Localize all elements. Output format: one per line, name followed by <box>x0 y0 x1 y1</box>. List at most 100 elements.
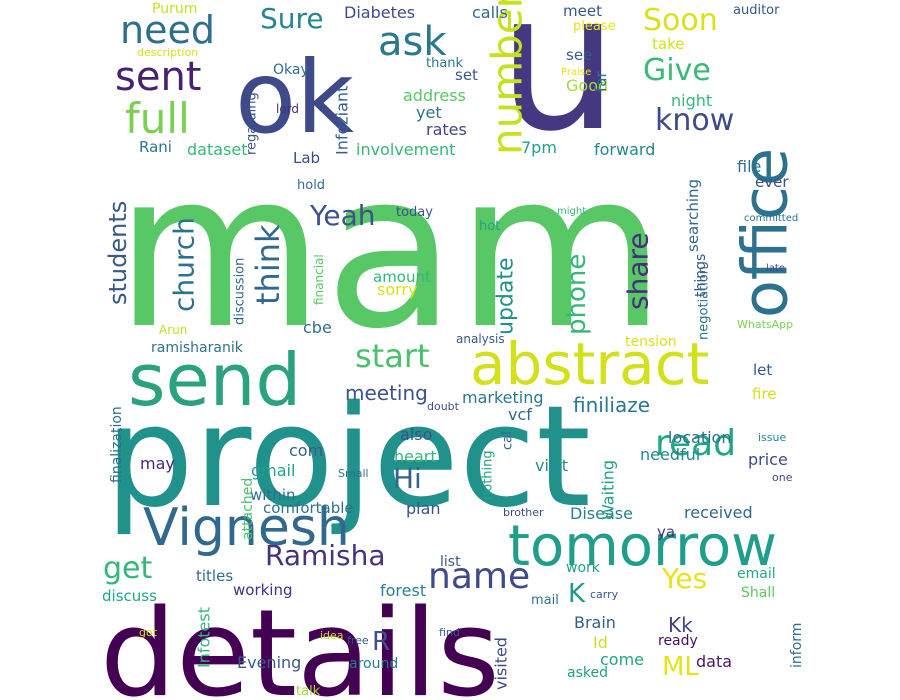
cloud-word: Diabetes <box>344 3 415 22</box>
cloud-word: ok <box>235 39 354 156</box>
cloud-word: Infoziant <box>333 86 352 155</box>
cloud-word: ask <box>378 19 447 65</box>
cloud-word: negotiation <box>697 266 712 340</box>
cloud-word: nothing <box>481 450 496 500</box>
cloud-word: phone <box>562 254 592 335</box>
cloud-word: thank <box>426 56 464 71</box>
cloud-word: visited <box>492 637 511 690</box>
cloud-word: office <box>729 148 802 318</box>
cloud-word: 7pm <box>521 138 557 157</box>
cloud-word: lord <box>276 102 299 116</box>
cloud-word: hold <box>297 178 325 193</box>
cloud-word: update <box>494 257 519 335</box>
cloud-word: Purum <box>152 1 197 17</box>
cloud-word: Id <box>593 633 608 652</box>
cloud-word: plan <box>406 499 441 518</box>
cloud-word: Yeah <box>309 199 376 232</box>
cloud-word: think <box>249 224 287 305</box>
cloud-word: K <box>568 579 586 609</box>
cloud-word: project <box>105 376 591 539</box>
cloud-word: hot <box>479 219 500 234</box>
cloud-word: Infotest <box>195 607 214 668</box>
cloud-word: tension <box>625 334 677 350</box>
cloud-word: forward <box>594 140 655 159</box>
cloud-word: ML <box>662 652 699 682</box>
cloud-word: ya <box>657 523 675 541</box>
cloud-word: discussion <box>233 258 248 325</box>
cloud-word: one <box>772 471 793 484</box>
cloud-word: ever <box>755 173 789 191</box>
cloud-word: marketing <box>462 388 544 407</box>
cloud-word: need <box>120 8 215 52</box>
cloud-word: R <box>372 627 390 657</box>
cloud-word: may <box>140 454 175 473</box>
cloud-word: address <box>403 86 466 105</box>
cloud-word: night <box>671 91 712 110</box>
cloud-word: full <box>125 94 190 143</box>
cloud-word: titles <box>196 567 233 585</box>
cloud-word: abstract <box>470 330 709 398</box>
cloud-word: cal <box>501 431 516 450</box>
cloud-word: Yes <box>661 562 707 595</box>
cloud-word: Disease <box>570 504 633 523</box>
cloud-word: Evening <box>237 653 301 672</box>
cloud-word: within <box>250 486 296 504</box>
cloud-word: Brain <box>574 613 616 632</box>
cloud-word: meeting <box>345 381 428 405</box>
cloud-word: meet <box>563 2 602 20</box>
cloud-word: finalization <box>109 406 125 483</box>
cloud-word: Vignesh <box>143 498 350 558</box>
cloud-word: asked <box>567 665 608 681</box>
cloud-word: Waiting <box>599 460 618 520</box>
cloud-word: number <box>483 0 532 155</box>
cloud-word: brother <box>503 506 544 519</box>
cloud-word: Good <box>566 76 608 95</box>
cloud-word: cbe <box>303 318 332 337</box>
cloud-word: list <box>440 554 461 570</box>
cloud-word: Lab <box>293 149 320 167</box>
cloud-word: email <box>737 566 776 582</box>
cloud-word: send <box>128 338 301 422</box>
cloud-word: attached <box>240 478 256 540</box>
cloud-word: rates <box>426 120 467 139</box>
cloud-word: u <box>498 0 618 173</box>
cloud-word: see <box>566 46 592 64</box>
cloud-word: get <box>103 551 153 586</box>
cloud-word: visit <box>535 456 568 475</box>
cloud-word: vcf <box>508 405 532 424</box>
cloud-word: tomorrow <box>508 514 777 579</box>
cloud-word: com <box>289 441 323 460</box>
cloud-word: might <box>557 206 586 217</box>
cloud-word: please <box>573 19 616 34</box>
cloud-word: Shall <box>741 585 775 601</box>
cloud-word: forest <box>380 581 426 600</box>
cloud-word: talk <box>296 684 321 699</box>
cloud-word: come <box>600 650 644 669</box>
cloud-word: far <box>592 71 610 92</box>
cloud-word: heart <box>394 447 437 466</box>
cloud-word: share <box>622 232 655 310</box>
cloud-word: read <box>655 423 736 464</box>
cloud-word: work <box>566 560 601 576</box>
cloud-word: students <box>104 201 132 305</box>
cloud-word: yet <box>416 103 442 122</box>
cloud-word: regarding <box>245 92 260 155</box>
cloud-word: amount <box>373 268 431 286</box>
cloud-word: price <box>748 450 788 469</box>
cloud-word: details <box>100 585 500 700</box>
cloud-word: find <box>439 626 460 639</box>
cloud-word: file <box>737 157 761 176</box>
cloud-word: free <box>347 634 369 647</box>
cloud-word: fire <box>752 385 777 403</box>
cloud-word: working <box>233 581 293 599</box>
cloud-word: data <box>696 652 732 671</box>
cloud-word: late <box>766 263 785 274</box>
cloud-word: calls <box>472 3 508 22</box>
cloud-word: church <box>168 217 201 312</box>
cloud-word: Rani <box>139 138 172 156</box>
cloud-word: Give <box>643 53 711 88</box>
cloud-word: ramisharanik <box>151 340 244 356</box>
cloud-word: involvement <box>356 140 455 159</box>
cloud-word: around <box>349 656 398 672</box>
cloud-word: start <box>355 337 430 375</box>
